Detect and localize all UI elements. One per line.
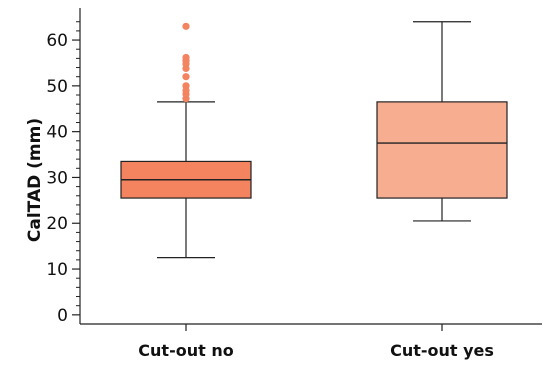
y-axis: 0 10 20 30 40 50 60 [46,8,81,326]
y-tick-label: 40 [46,123,68,143]
y-axis-title: CalTAD (mm) [25,118,45,242]
x-axis: Cut-out no Cut-out yes [80,323,542,360]
outlier-point [182,22,190,30]
x-category-label: Cut-out yes [390,341,494,360]
y-tick-label: 60 [46,31,68,51]
x-category-label: Cut-out no [138,341,233,360]
box-1 [120,22,252,259]
y-tick-label: 20 [46,214,68,234]
outlier-point [182,73,190,81]
outlier-point [182,82,190,90]
outlier-point [182,53,190,62]
iqr-box [376,101,508,199]
y-tick-label: 10 [46,260,68,280]
box-2 [376,21,508,222]
y-tick-label: 0 [57,306,68,326]
box-group [120,21,508,259]
y-tick-label: 50 [46,77,68,97]
y-tick-label: 30 [46,168,68,188]
